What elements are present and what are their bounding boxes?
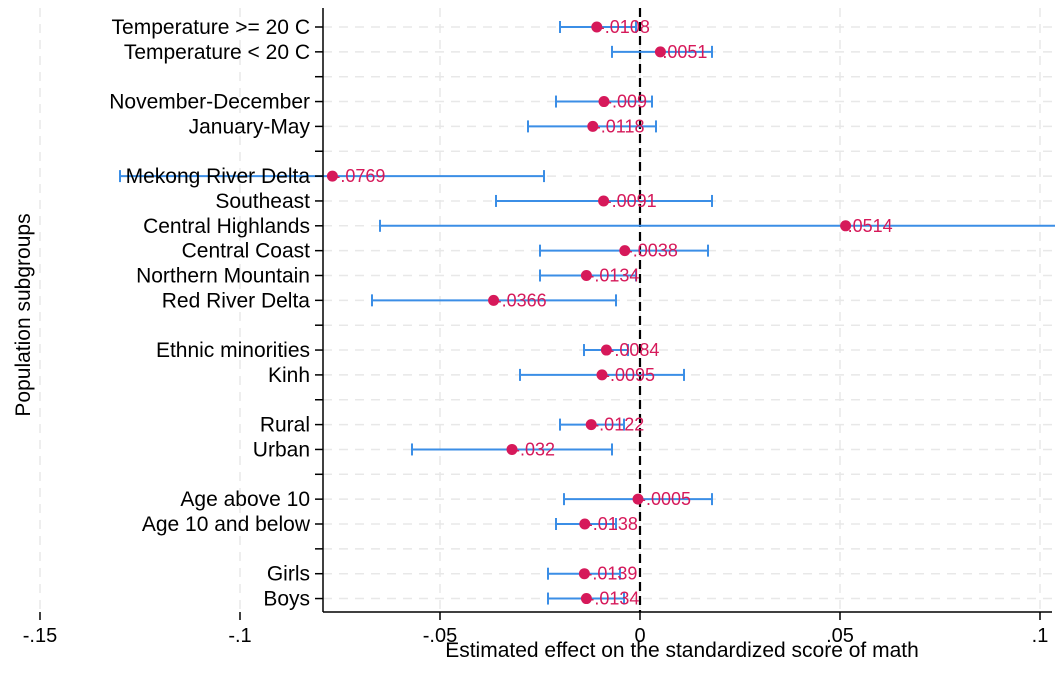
estimate-value-label: -.0091 xyxy=(606,191,657,211)
estimate-value-label: -.032 xyxy=(514,439,555,459)
estimate-point xyxy=(591,21,603,33)
estimate-value-label: -.0095 xyxy=(604,365,655,385)
estimate-value-label: -.0366 xyxy=(496,290,547,310)
estimate-value-label: .0514 xyxy=(848,216,893,236)
x-tick-label: -.15 xyxy=(23,625,57,647)
estimate-value-label: -.0122 xyxy=(593,415,644,435)
estimate-point xyxy=(579,518,591,530)
estimate-point xyxy=(632,493,644,505)
estimate-value-label: .0051 xyxy=(662,42,707,62)
category-label: Ethnic minorities xyxy=(156,339,310,362)
category-label: Central Coast xyxy=(182,240,311,263)
category-label: January-May xyxy=(189,115,311,138)
category-label: Temperature < 20 C xyxy=(124,41,310,64)
point-layer xyxy=(326,21,852,605)
x-tick-label: .1 xyxy=(1032,625,1049,647)
estimate-point xyxy=(596,369,608,381)
estimate-point xyxy=(654,46,666,58)
estimate-point xyxy=(598,96,610,108)
category-label: November-December xyxy=(109,91,310,114)
category-label: Urban xyxy=(253,438,310,461)
x-tick-label: -.1 xyxy=(228,625,251,647)
estimate-point xyxy=(619,245,631,257)
y-axis-title: Population subgroups xyxy=(12,213,35,416)
estimate-value-label: -.0005 xyxy=(640,489,691,509)
estimate-point xyxy=(840,220,852,232)
category-label: Kinh xyxy=(268,364,310,387)
category-label: Mekong River Delta xyxy=(126,165,311,188)
category-label: Rural xyxy=(260,414,310,437)
x-axis-title: Estimated effect on the standardized sco… xyxy=(445,639,919,662)
category-label: Northern Mountain xyxy=(136,265,310,288)
estimate-value-label: -.0084 xyxy=(608,340,659,360)
estimate-point xyxy=(506,443,518,455)
axis-layer: -.15-.1-.050.05.1.15.2Temperature >= 20 … xyxy=(23,8,1052,647)
category-label: Red River Delta xyxy=(162,289,311,312)
category-label: Southeast xyxy=(215,190,310,213)
estimate-point xyxy=(587,120,599,132)
estimate-point xyxy=(580,593,592,605)
estimate-value-label: -.0118 xyxy=(595,116,645,136)
x-tick-label: .05 xyxy=(826,625,854,647)
estimate-value-label: -.0108 xyxy=(599,17,650,37)
estimate-value-label: -.0134 xyxy=(588,589,639,609)
x-tick-label: -.05 xyxy=(423,625,457,647)
category-label: Temperature >= 20 C xyxy=(112,16,310,39)
estimate-value-label: -.0134 xyxy=(588,266,639,286)
estimate-value-label: -.0139 xyxy=(586,564,637,584)
category-label: Age 10 and below xyxy=(142,513,311,536)
category-label: Girls xyxy=(267,563,310,586)
estimate-value-label: -.0769 xyxy=(334,166,385,186)
estimate-point xyxy=(488,294,500,306)
estimate-point xyxy=(326,170,338,182)
category-label: Central Highlands xyxy=(143,215,310,238)
estimate-point xyxy=(580,270,592,281)
estimate-value-label: -.009 xyxy=(606,92,647,112)
estimate-value-label: -.0038 xyxy=(627,241,678,261)
estimate-point xyxy=(578,568,590,580)
category-label: Boys xyxy=(263,588,310,611)
value-label-layer: -.0108 .0051 -.009 -.0118 -.0769 -.0091 .0514 -… xyxy=(334,17,892,609)
estimate-point xyxy=(585,419,597,431)
estimate-value-label: -.0138 xyxy=(587,514,638,534)
x-tick-label: 0 xyxy=(634,625,645,647)
category-label: Age above 10 xyxy=(180,488,310,511)
estimate-point xyxy=(600,344,612,356)
estimate-point xyxy=(598,195,610,207)
